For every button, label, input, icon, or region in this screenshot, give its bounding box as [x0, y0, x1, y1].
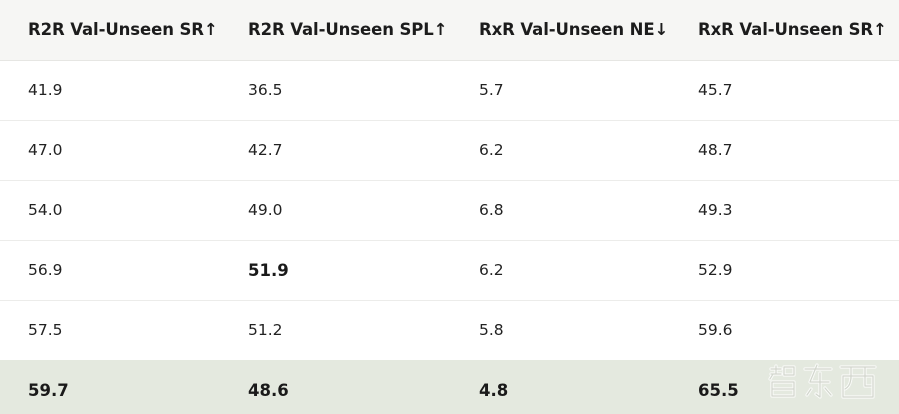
table-cell: 48.6: [248, 380, 289, 400]
table-cell: 6.2: [479, 141, 504, 159]
table-cell-best: 51.9: [248, 260, 289, 280]
table-cell: 51.2: [248, 321, 283, 340]
table-cell: 5.8: [479, 321, 504, 340]
table-row-highlighted: 59.7 48.6 4.8 65.5: [0, 360, 899, 414]
table-cell: 57.5: [28, 321, 63, 340]
table-cell: 49.3: [698, 201, 733, 219]
zhidx-logo-watermark-icon: [768, 363, 877, 399]
column-header-rxr-sr: RxR Val-Unseen SR↑: [698, 20, 887, 40]
table-row: 47.0 42.7 6.2 48.7: [0, 120, 899, 180]
table-cell: 47.0: [28, 141, 63, 159]
table-cell: 49.0: [248, 201, 283, 219]
column-header-r2r-sr: R2R Val-Unseen SR↑: [28, 20, 218, 40]
table-row: 56.9 51.9 6.2 52.9: [0, 240, 899, 300]
table-cell: 54.0: [28, 201, 63, 219]
table-cell-best: 59.7: [28, 380, 69, 400]
column-header-rxr-ne: RxR Val-Unseen NE↓: [479, 20, 669, 40]
table-row: 57.5 51.2 5.8 59.6: [0, 300, 899, 360]
table-cell: 41.9: [28, 81, 63, 99]
table-cell: 36.5: [248, 81, 283, 99]
table-row: 41.9 36.5 5.7 45.7: [0, 60, 899, 120]
table-row: 54.0 49.0 6.8 49.3: [0, 180, 899, 240]
table-cell: 48.7: [698, 141, 733, 159]
table-cell-best: 4.8: [479, 380, 509, 400]
table-cell: 45.7: [698, 81, 733, 99]
table-cell: 6.8: [479, 201, 504, 219]
table-cell: 6.2: [479, 261, 504, 279]
table-cell-best: 65.5: [698, 380, 739, 400]
column-header-r2r-spl: R2R Val-Unseen SPL↑: [248, 20, 448, 40]
table-cell: 56.9: [28, 261, 63, 279]
table-header-row: R2R Val-Unseen SR↑ R2R Val-Unseen SPL↑ R…: [0, 0, 899, 60]
table-cell: 5.7: [479, 81, 504, 99]
table-cell: 42.7: [248, 141, 283, 159]
table-cell: 52.9: [698, 261, 733, 279]
table-cell: 59.6: [698, 321, 733, 340]
